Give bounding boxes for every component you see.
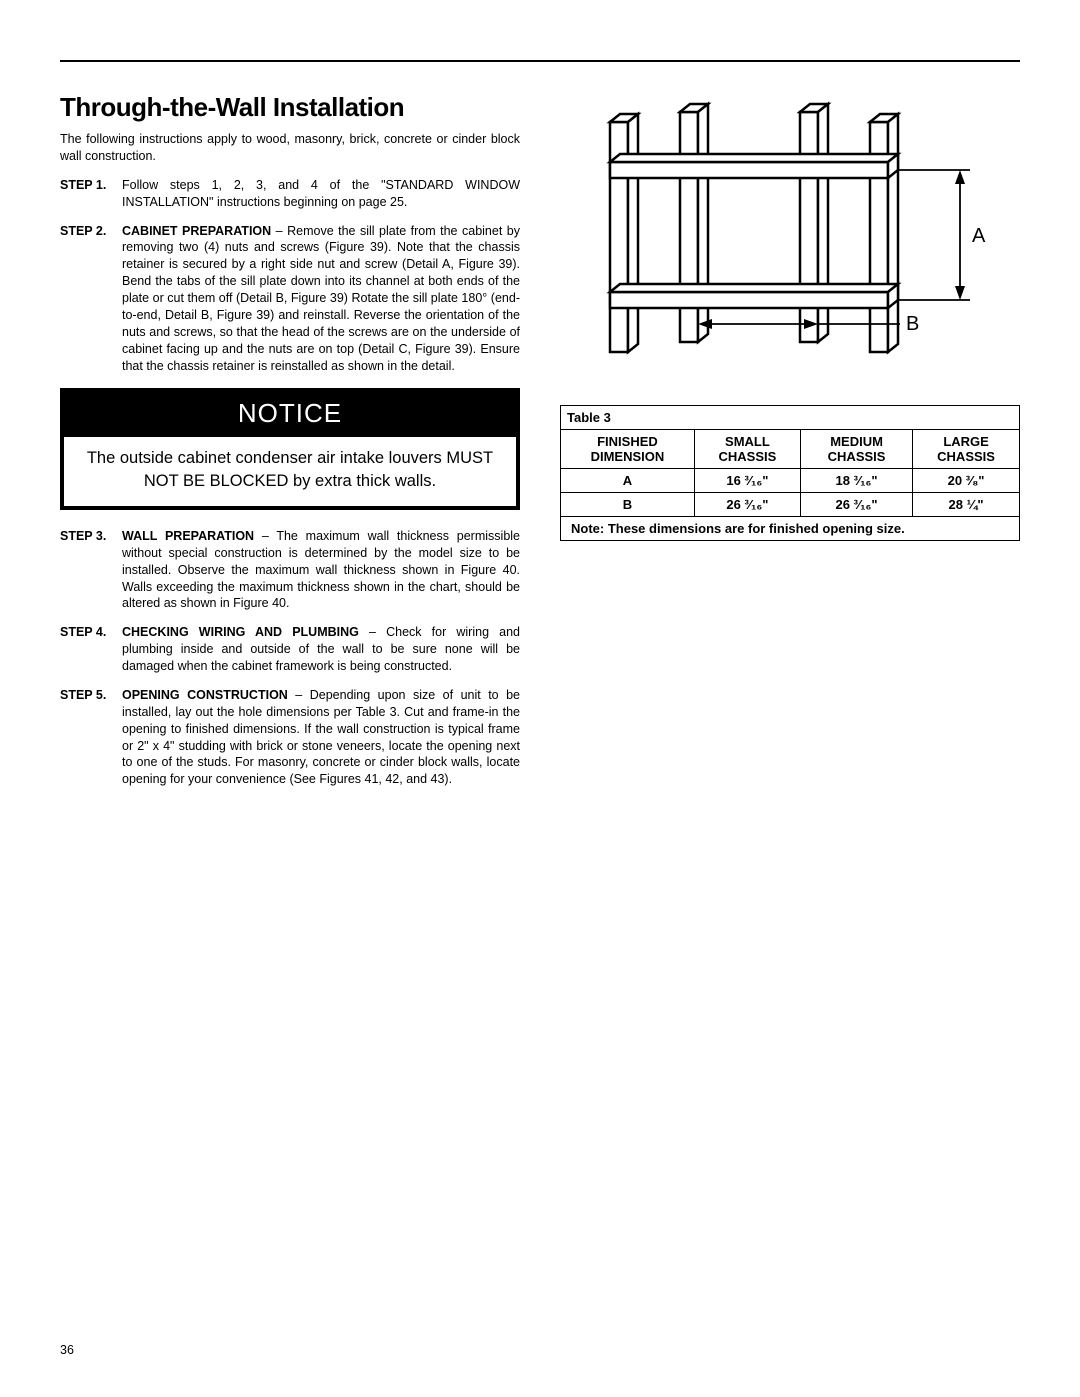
table-cell: 20 ³⁄₈": [913, 469, 1020, 493]
step-text: Follow steps 1, 2, 3, and 4 of the "STAN…: [122, 178, 520, 209]
step-text: – Remove the sill plate from the cabinet…: [122, 224, 520, 373]
step-lead: OPENING CONSTRUCTION: [122, 688, 288, 702]
wall-frame-diagram: A B: [560, 92, 1020, 387]
dim-label-b: B: [906, 313, 919, 335]
table-cell: 26 ³⁄₁₆": [694, 493, 800, 517]
table-caption: Table 3: [561, 406, 1020, 430]
table-cell: B: [561, 493, 695, 517]
step-body: Follow steps 1, 2, 3, and 4 of the "STAN…: [122, 177, 520, 211]
step-body: CABINET PREPARATION – Remove the sill pl…: [122, 223, 520, 375]
table-cell: 16 ³⁄₁₆": [694, 469, 800, 493]
step-lead: CHECKING WIRING AND PLUMBING: [122, 625, 359, 639]
col-header: SMALL CHASSIS: [694, 430, 800, 469]
step-1: STEP 1. Follow steps 1, 2, 3, and 4 of t…: [60, 177, 520, 211]
dim-label-a: A: [972, 225, 986, 247]
page-number: 36: [60, 1343, 74, 1357]
table-row: B 26 ³⁄₁₆" 26 ³⁄₁₆" 28 ¼": [561, 493, 1020, 517]
step-text: – Depending upon size of unit to be inst…: [122, 688, 520, 786]
step-body: CHECKING WIRING AND PLUMBING – Check for…: [122, 624, 520, 675]
step-label: STEP 5.: [60, 687, 122, 788]
diagram-svg: A B: [570, 92, 1010, 382]
col-header: FINISHED DIMENSION: [561, 430, 695, 469]
step-lead: CABINET PREPARATION: [122, 224, 271, 238]
step-label: STEP 2.: [60, 223, 122, 375]
top-rule: [60, 60, 1020, 62]
step-label: STEP 1.: [60, 177, 122, 211]
col-header: LARGE CHASSIS: [913, 430, 1020, 469]
step-2: STEP 2. CABINET PREPARATION – Remove the…: [60, 223, 520, 375]
notice-box: NOTICE The outside cabinet condenser air…: [60, 388, 520, 510]
notice-heading: NOTICE: [64, 392, 516, 437]
step-5: STEP 5. OPENING CONSTRUCTION – Depending…: [60, 687, 520, 788]
table-header-row: FINISHED DIMENSION SMALL CHASSIS MEDIUM …: [561, 430, 1020, 469]
table-cell: 26 ³⁄₁₆": [800, 493, 912, 517]
notice-body: The outside cabinet condenser air intake…: [64, 437, 516, 506]
dimension-table: Table 3 FINISHED DIMENSION SMALL CHASSIS…: [560, 405, 1020, 541]
step-4: STEP 4. CHECKING WIRING AND PLUMBING – C…: [60, 624, 520, 675]
right-column: A B Table 3 FINISHED DIMENSION SMALL: [560, 92, 1020, 800]
table-row: A 16 ³⁄₁₆" 18 ³⁄₁₆" 20 ³⁄₈": [561, 469, 1020, 493]
step-lead: WALL PREPARATION: [122, 529, 254, 543]
col-header: MEDIUM CHASSIS: [800, 430, 912, 469]
step-body: WALL PREPARATION – The maximum wall thic…: [122, 528, 520, 612]
left-column: Through-the-Wall Installation The follow…: [60, 92, 520, 800]
table-cell: A: [561, 469, 695, 493]
step-body: OPENING CONSTRUCTION – Depending upon si…: [122, 687, 520, 788]
page-title: Through-the-Wall Installation: [60, 92, 520, 123]
table-caption-row: Table 3: [561, 406, 1020, 430]
two-column-layout: Through-the-Wall Installation The follow…: [60, 92, 1020, 800]
table-cell: 18 ³⁄₁₆": [800, 469, 912, 493]
step-label: STEP 3.: [60, 528, 122, 612]
table-note-row: Note: These dimensions are for finished …: [561, 517, 1020, 541]
table-note: Note: These dimensions are for finished …: [561, 517, 1020, 541]
table-cell: 28 ¼": [913, 493, 1020, 517]
step-label: STEP 4.: [60, 624, 122, 675]
intro-text: The following instructions apply to wood…: [60, 131, 520, 165]
step-3: STEP 3. WALL PREPARATION – The maximum w…: [60, 528, 520, 612]
